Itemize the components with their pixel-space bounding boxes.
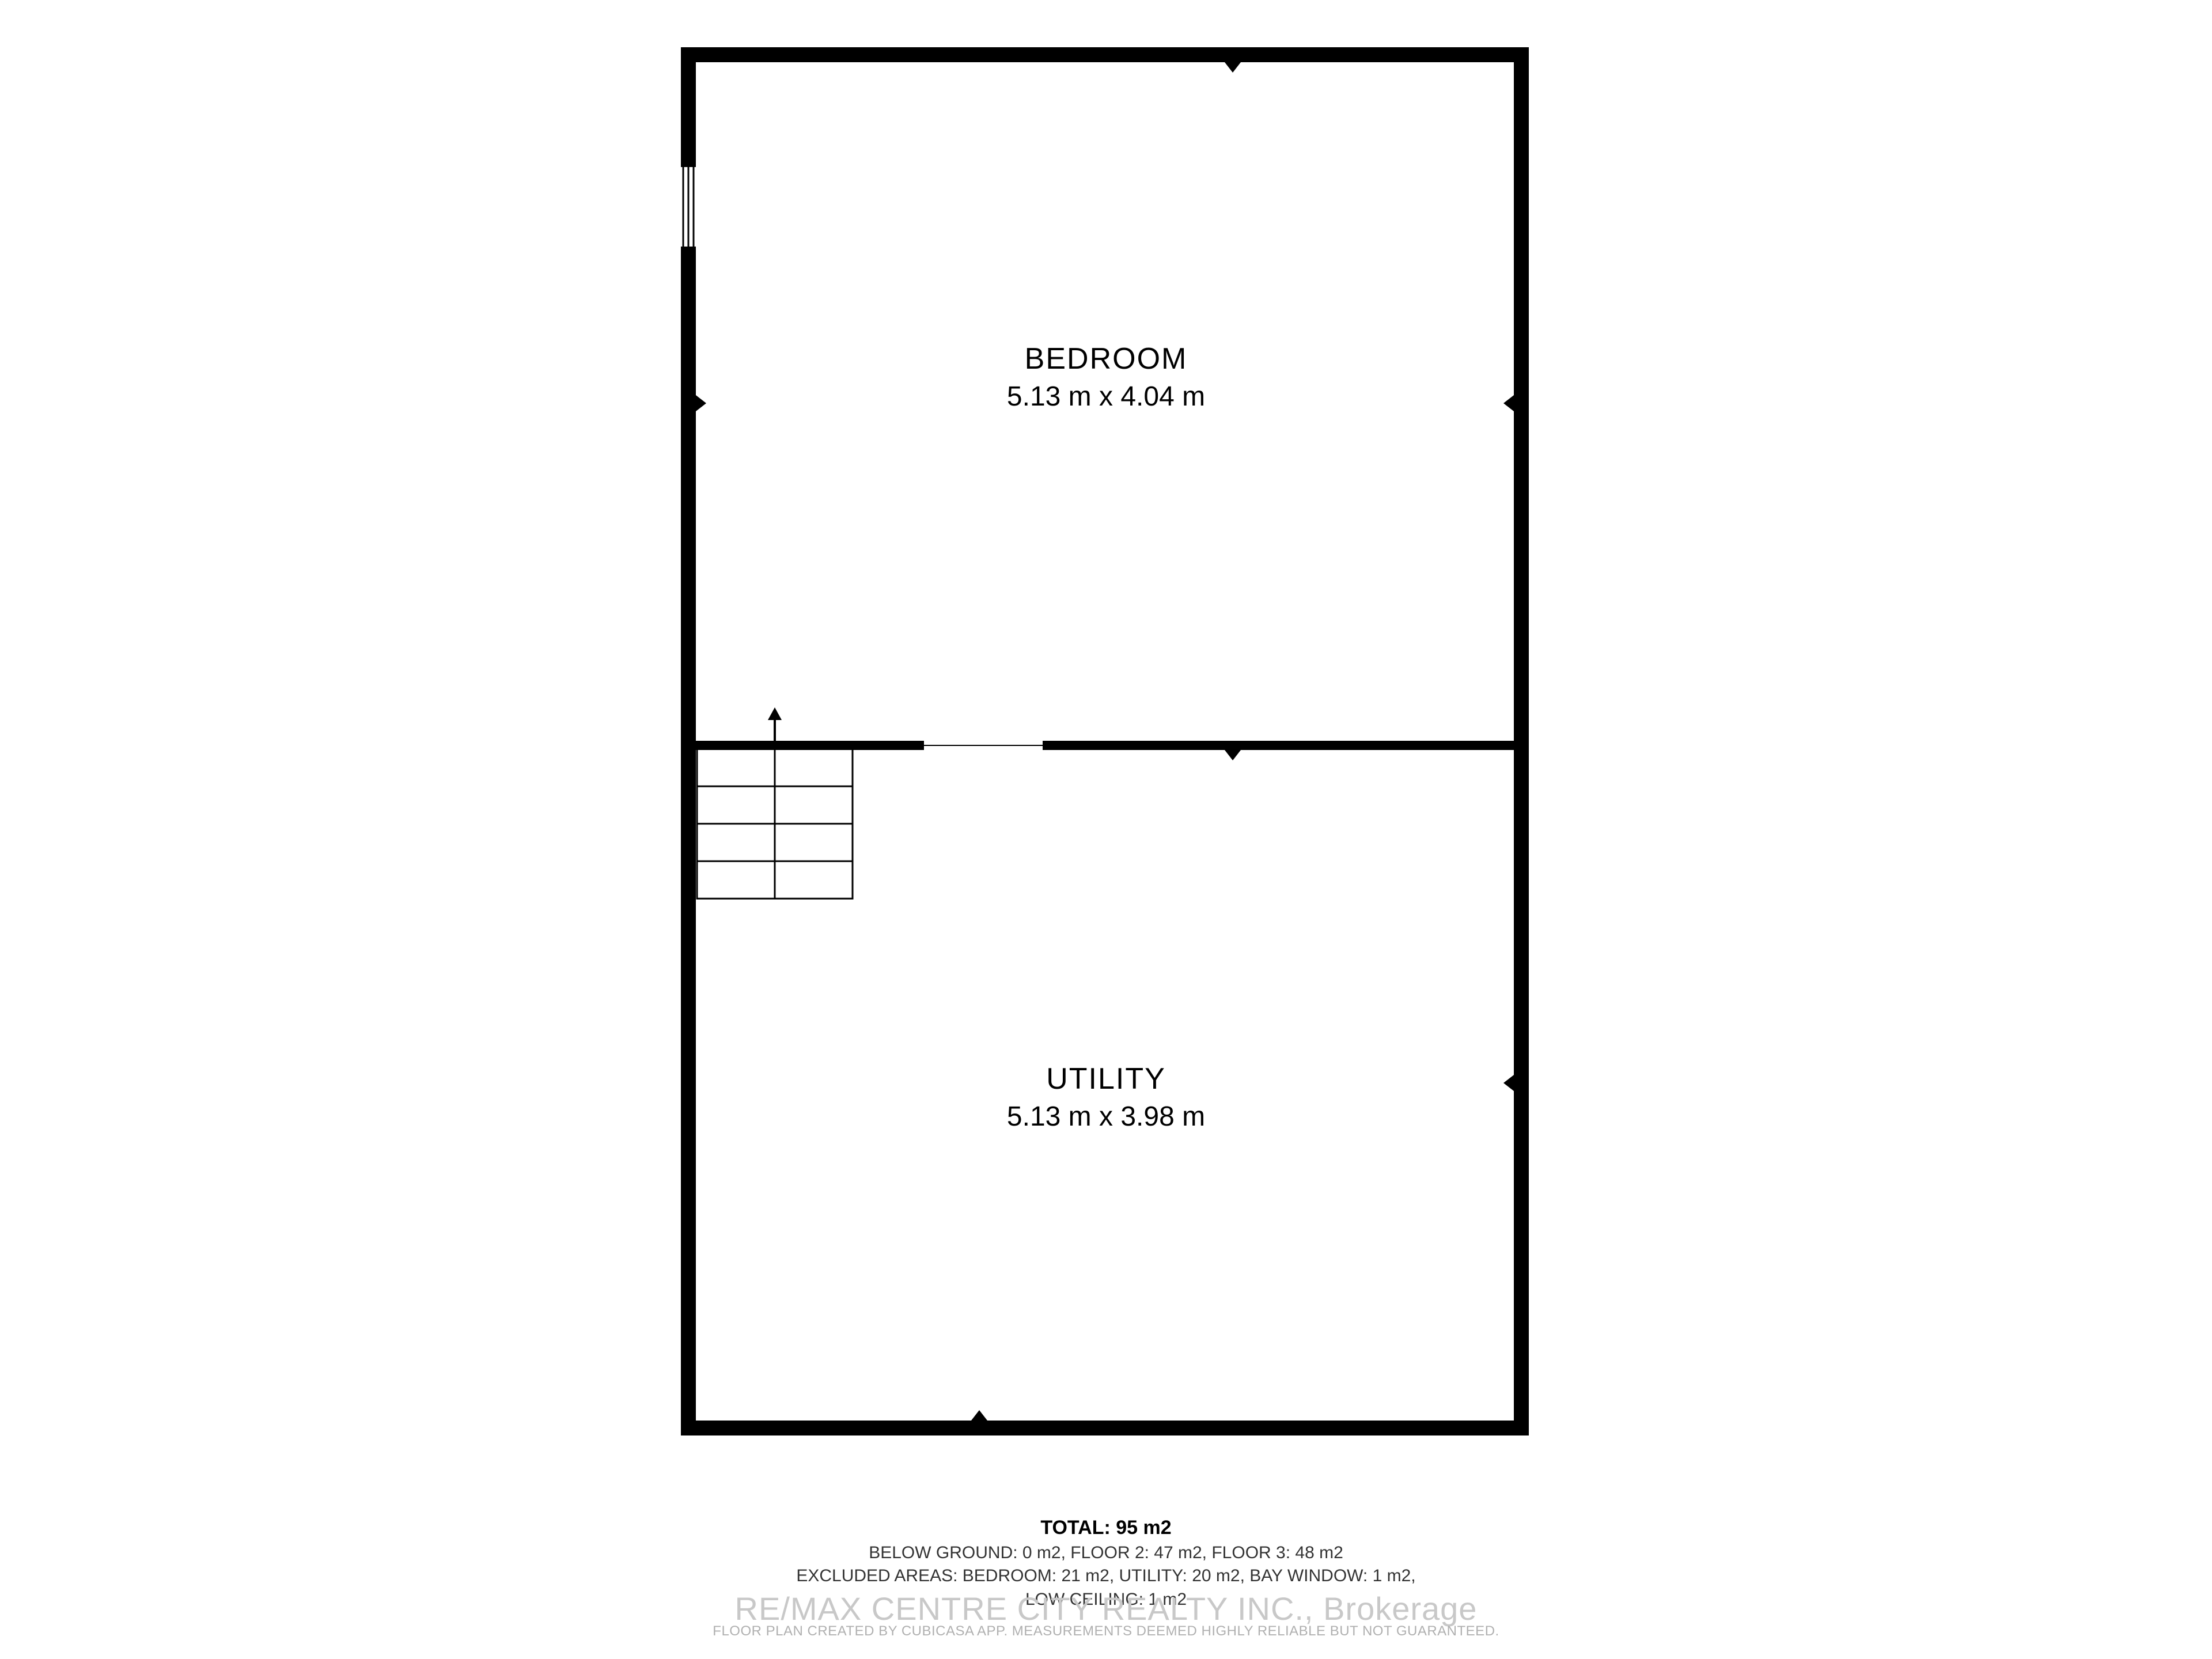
legend-line-1: BELOW GROUND: 0 m2, FLOOR 2: 47 m2, FLOO… <box>0 1541 2212 1565</box>
room-dimensions: 5.13 m x 3.98 m <box>933 1099 1279 1135</box>
disclaimer-text: FLOOR PLAN CREATED BY CUBICASA APP. MEAS… <box>0 1623 2212 1639</box>
floorplan-canvas: BEDROOM5.13 m x 4.04 m UTILITY5.13 m x 3.… <box>0 0 2212 1659</box>
room-dimensions: 5.13 m x 4.04 m <box>933 379 1279 415</box>
room-name: BEDROOM <box>933 340 1279 379</box>
room-label: UTILITY5.13 m x 3.98 m <box>933 1060 1279 1135</box>
legend-line-2: EXCLUDED AREAS: BEDROOM: 21 m2, UTILITY:… <box>0 1565 2212 1588</box>
legend-total: TOTAL: 95 m2 <box>0 1515 2212 1541</box>
room-label: BEDROOM5.13 m x 4.04 m <box>933 340 1279 415</box>
watermark-text: RE/MAX CENTRE CITY REALTY INC., Brokerag… <box>0 1590 2212 1627</box>
floorplan-svg <box>0 0 2212 1659</box>
room-name: UTILITY <box>933 1060 1279 1099</box>
